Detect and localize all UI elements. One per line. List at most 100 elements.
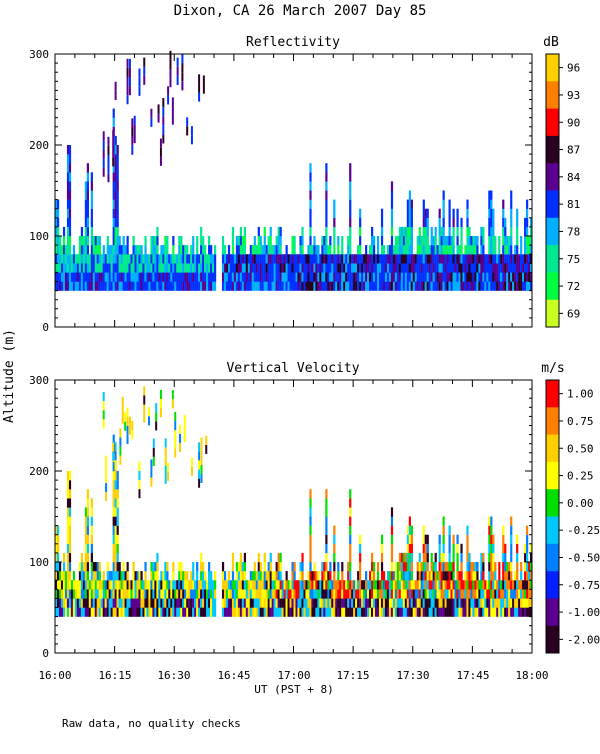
velocity-cell xyxy=(116,507,119,517)
velocity-cell xyxy=(530,580,533,590)
reflectivity-cell xyxy=(86,217,89,228)
velocity-cell xyxy=(253,607,256,617)
reflectivity-cell xyxy=(190,281,193,291)
velocity-cell xyxy=(285,580,288,590)
reflectivity-cell xyxy=(277,236,280,246)
reflectivity-cell xyxy=(96,254,99,264)
reflectivity-cell xyxy=(176,66,179,76)
velocity-cell xyxy=(374,589,378,599)
velocity-cell xyxy=(64,598,68,608)
velocity-cell xyxy=(323,562,326,572)
reflectivity-cell xyxy=(235,263,239,273)
velocity-cell xyxy=(243,571,246,581)
reflectivity-cell xyxy=(301,272,304,282)
reflectivity-cell xyxy=(112,263,115,273)
velocity-cell xyxy=(512,598,515,608)
reflectivity-cell xyxy=(478,263,481,273)
reflectivity-cell xyxy=(283,281,286,291)
reflectivity-cell xyxy=(396,236,400,246)
velocity-cell xyxy=(448,562,451,572)
velocity-cell xyxy=(522,607,525,617)
reflectivity-cell xyxy=(524,272,527,282)
reflectivity-cell xyxy=(96,245,99,255)
velocity-cell xyxy=(373,580,376,590)
velocity-cell xyxy=(452,589,455,599)
velocity-cell xyxy=(136,607,139,617)
reflectivity-cell xyxy=(349,245,352,255)
reflectivity-cell xyxy=(361,272,364,282)
velocity-cell xyxy=(452,543,455,554)
velocity-cell xyxy=(166,571,169,581)
reflectivity-cell xyxy=(414,263,417,273)
velocity-cell xyxy=(55,534,58,544)
velocity-cell xyxy=(86,534,89,544)
velocity-cell xyxy=(275,598,278,608)
reflectivity-cell xyxy=(92,236,95,246)
reflectivity-cell xyxy=(327,245,330,255)
velocity-cell xyxy=(484,598,487,608)
velocity-cell xyxy=(164,598,167,608)
reflectivity-cell xyxy=(131,145,134,155)
reflectivity-cell xyxy=(476,281,479,291)
reflectivity-cell xyxy=(106,254,109,264)
velocity-cell xyxy=(412,607,415,617)
velocity-cell xyxy=(142,589,145,599)
reflectivity-cell xyxy=(64,263,68,273)
reflectivity-cell xyxy=(55,272,58,282)
reflectivity-cell xyxy=(428,254,431,264)
reflectivity-cell xyxy=(488,281,491,291)
reflectivity-cell xyxy=(158,272,161,282)
reflectivity-cell xyxy=(502,208,505,218)
reflectivity-cell xyxy=(285,272,288,282)
reflectivity-cell xyxy=(480,281,483,291)
reflectivity-cell xyxy=(299,263,302,273)
colorbar-swatch xyxy=(546,299,559,328)
reflectivity-cell xyxy=(184,254,187,264)
velocity-cell xyxy=(162,571,165,581)
velocity-cell xyxy=(359,580,362,590)
reflectivity-cell xyxy=(402,272,405,282)
reflectivity-cell xyxy=(251,272,254,282)
reflectivity-cell xyxy=(313,245,316,255)
reflectivity-cell xyxy=(341,245,344,255)
reflectivity-cell xyxy=(231,281,235,291)
velocity-cell xyxy=(486,580,489,590)
velocity-cell xyxy=(462,598,465,608)
velocity-cell xyxy=(174,421,177,431)
velocity-cell xyxy=(347,607,350,617)
reflectivity-cell xyxy=(144,272,147,282)
velocity-cell xyxy=(406,552,409,563)
velocity-cell xyxy=(428,571,431,581)
velocity-cell xyxy=(253,598,256,608)
velocity-cell xyxy=(432,580,435,590)
velocity-cell xyxy=(502,543,505,554)
reflectivity-cell xyxy=(309,217,312,228)
reflectivity-cell xyxy=(460,217,463,228)
velocity-cell xyxy=(239,598,243,608)
reflectivity-cell xyxy=(369,281,372,291)
velocity-cell xyxy=(64,589,68,599)
reflectivity-cell xyxy=(243,263,246,273)
colorbar-swatch xyxy=(546,163,559,191)
velocity-cell xyxy=(78,562,82,572)
velocity-cell xyxy=(198,598,201,608)
velocity-cell xyxy=(345,607,348,617)
velocity-cell xyxy=(155,412,158,422)
reflectivity-cell xyxy=(440,263,443,273)
velocity-cell xyxy=(494,589,497,599)
velocity-cell xyxy=(261,580,264,590)
velocity-cell xyxy=(500,589,503,599)
reflectivity-cell xyxy=(392,272,396,282)
reflectivity-cell xyxy=(128,67,131,78)
velocity-cell xyxy=(114,489,117,499)
reflectivity-cell xyxy=(492,254,495,264)
velocity-cell xyxy=(152,456,155,466)
reflectivity-cell xyxy=(410,245,413,255)
reflectivity-cell xyxy=(408,272,411,282)
velocity-cell xyxy=(406,525,409,535)
reflectivity-cell xyxy=(120,254,123,264)
reflectivity-cell xyxy=(456,245,459,255)
reflectivity-cell xyxy=(510,254,513,264)
reflectivity-cell xyxy=(382,272,386,282)
velocity-cell xyxy=(84,525,87,535)
